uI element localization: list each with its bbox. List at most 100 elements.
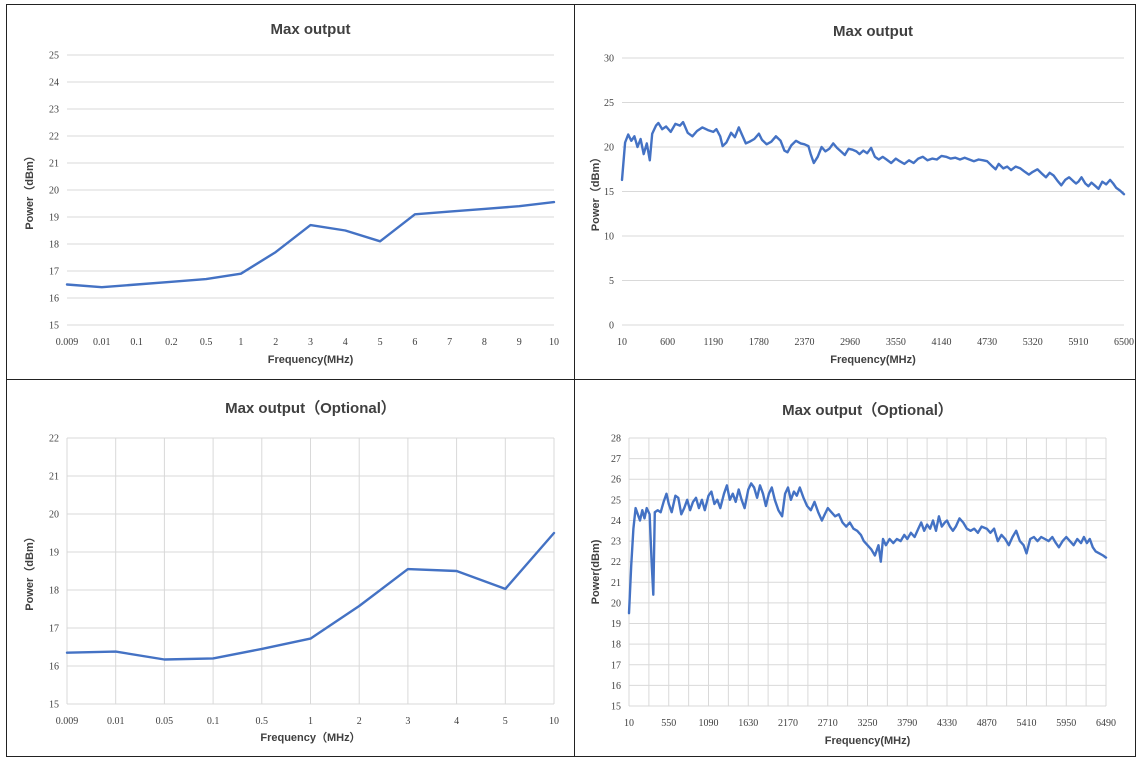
- y-tick-label: 25: [49, 51, 59, 62]
- data-point: [687, 132, 688, 133]
- data-point: [213, 658, 214, 659]
- series-line: [65, 531, 556, 661]
- data-point: [1120, 190, 1121, 191]
- data-point: [859, 154, 860, 155]
- data-point: [1089, 538, 1090, 539]
- data-point: [722, 146, 723, 147]
- data-point: [698, 508, 699, 509]
- data-point: [628, 134, 629, 135]
- data-point: [889, 538, 890, 539]
- data-point: [973, 161, 974, 162]
- data-point: [1091, 182, 1092, 183]
- data-point: [836, 147, 837, 148]
- data-point: [814, 501, 815, 502]
- data-point: [856, 151, 857, 152]
- y-tick-label: 19: [49, 213, 59, 224]
- data-point: [799, 487, 800, 488]
- data-point: [1078, 181, 1079, 182]
- data-point: [824, 514, 825, 515]
- data-point: [1106, 184, 1107, 185]
- data-point: [946, 156, 947, 157]
- data-point: [874, 555, 875, 556]
- data-point: [553, 532, 554, 533]
- data-point: [1095, 551, 1096, 552]
- data-point: [768, 493, 769, 494]
- data-point: [681, 514, 682, 515]
- data-point: [997, 541, 998, 542]
- x-tick-label: 1190: [703, 337, 723, 348]
- data-point: [863, 541, 864, 542]
- y-tick-label: 18: [611, 640, 621, 651]
- x-tick-label: 5320: [1023, 337, 1043, 348]
- data-point: [1005, 538, 1006, 539]
- data-point: [637, 514, 638, 515]
- data-point: [959, 159, 960, 160]
- y-tick-label: 16: [49, 662, 59, 673]
- data-point: [1069, 177, 1070, 178]
- x-tick-label: 10: [549, 337, 559, 348]
- data-point: [1052, 536, 1053, 537]
- data-point: [1045, 177, 1046, 178]
- data-point: [970, 530, 971, 531]
- data-point: [1016, 530, 1017, 531]
- data-point: [782, 516, 783, 517]
- data-point: [1077, 538, 1078, 539]
- data-point: [977, 532, 978, 533]
- data-point: [941, 155, 942, 156]
- y-tick-label: 10: [604, 232, 614, 243]
- data-point: [1086, 543, 1087, 544]
- data-point: [871, 549, 872, 550]
- x-tick-label: 6: [412, 337, 417, 348]
- data-point: [754, 487, 755, 488]
- data-point: [927, 524, 928, 525]
- data-point: [716, 129, 717, 130]
- data-point: [981, 526, 982, 527]
- data-point: [908, 160, 909, 161]
- x-tick-label: 4: [454, 716, 459, 727]
- data-point: [935, 530, 936, 531]
- data-point: [671, 512, 672, 513]
- data-point: [955, 157, 956, 158]
- data-point: [66, 284, 67, 285]
- x-tick-label: 1: [308, 716, 313, 727]
- x-tick-label: 600: [660, 337, 675, 348]
- data-point: [1099, 553, 1100, 554]
- data-point: [1085, 183, 1086, 184]
- x-axis-label: Frequency（MHz）: [260, 731, 360, 744]
- data-point: [708, 495, 709, 496]
- data-point: [261, 648, 262, 649]
- data-point: [66, 652, 67, 653]
- data-point: [904, 534, 905, 535]
- data-point: [790, 499, 791, 500]
- data-point: [878, 159, 879, 160]
- y-tick-label: 17: [49, 267, 59, 278]
- data-point: [655, 125, 656, 126]
- data-point: [1061, 185, 1062, 186]
- data-point: [738, 127, 739, 128]
- chart-max-output-wideband: Max output Frequency(MHz) Power（dBm） 0 5 10 15…: [589, 23, 1134, 366]
- data-point: [1011, 170, 1012, 171]
- data-point: [720, 508, 721, 509]
- data-point: [717, 499, 718, 500]
- data-point: [687, 499, 688, 500]
- data-point: [734, 137, 735, 138]
- y-tick-label: 15: [611, 702, 621, 713]
- x-tick-label: 10: [617, 337, 627, 348]
- y-tick-label: 16: [49, 294, 59, 305]
- y-tick-label: 19: [49, 548, 59, 559]
- data-point: [796, 495, 797, 496]
- x-tick-label: 1780: [749, 337, 769, 348]
- chart-panel-1: Max output Frequency(MHz) Power（dBm） 15 16 17…: [6, 4, 575, 380]
- data-point: [449, 211, 450, 212]
- y-tick-label: 30: [604, 54, 614, 65]
- data-point: [658, 122, 659, 123]
- data-point: [1019, 541, 1020, 542]
- data-point: [932, 158, 933, 159]
- data-point: [793, 491, 794, 492]
- y-tick-label: 15: [49, 321, 59, 332]
- data-point: [1041, 536, 1042, 537]
- data-point: [780, 140, 781, 141]
- data-point: [649, 514, 650, 515]
- data-point: [670, 131, 671, 132]
- data-point: [646, 508, 647, 509]
